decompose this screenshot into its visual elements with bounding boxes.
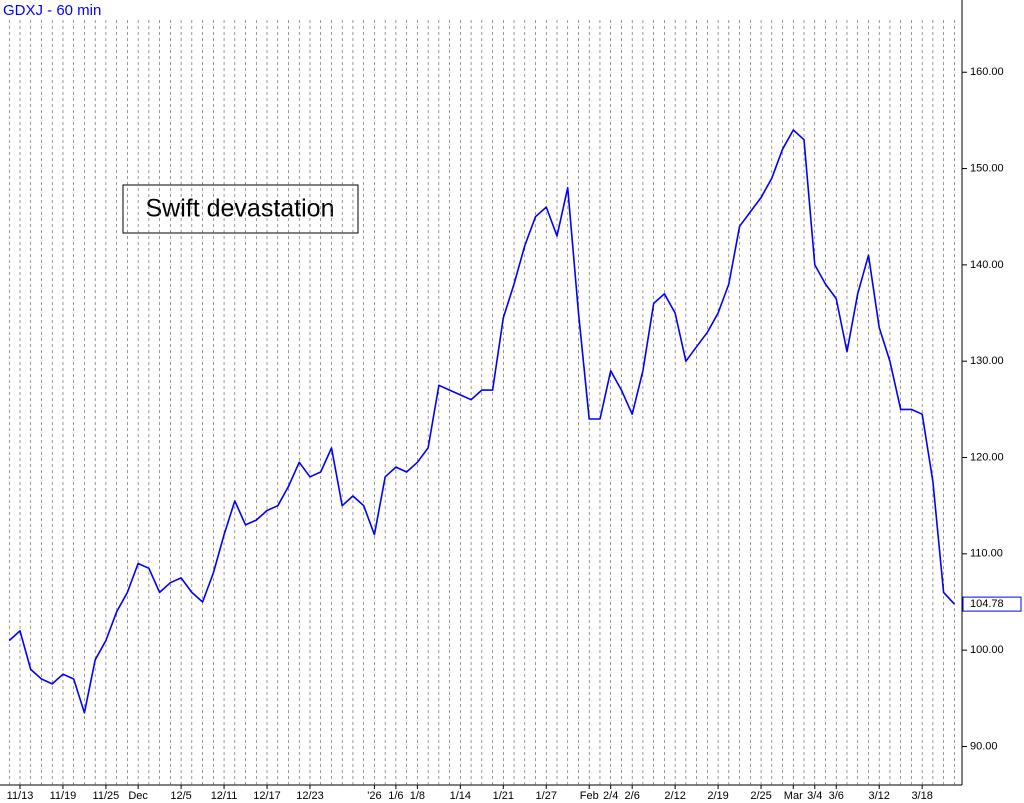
x-tick-label: 11/25 [93, 790, 120, 802]
y-tick-label: 90.00 [970, 740, 998, 752]
x-tick-label: '26 [367, 790, 381, 802]
x-tick-label: 3/4 [807, 790, 822, 802]
x-tick-label: 3/12 [868, 790, 889, 802]
x-tick-label: Dec [128, 790, 148, 802]
price-line [8, 129, 955, 714]
x-tick-label: Feb [580, 790, 599, 802]
y-tick-label: 120.00 [970, 451, 1004, 463]
x-tick-label: 2/12 [664, 790, 685, 802]
x-tick-label: 2/6 [625, 790, 640, 802]
x-tick-label: 1/8 [410, 790, 425, 802]
x-tick-label: Mar [784, 790, 803, 802]
x-tick-label: 12/11 [211, 790, 238, 802]
x-tick-label: 1/6 [388, 790, 403, 802]
y-tick-label: 140.00 [970, 259, 1004, 271]
last-price-label: 104.78 [970, 598, 1004, 610]
x-tick-label: 11/19 [50, 790, 77, 802]
x-tick-label: 3/18 [911, 790, 932, 802]
x-tick-label: 12/5 [170, 790, 191, 802]
x-tick-label: 12/17 [253, 790, 281, 802]
y-tick-label: 160.00 [970, 66, 1004, 78]
y-tick-label: 100.00 [970, 644, 1004, 656]
x-tick-label: 1/27 [536, 790, 557, 802]
last-price-box [962, 596, 1022, 612]
x-tick-label: 2/4 [603, 790, 618, 802]
x-tick-label: 2/19 [707, 790, 728, 802]
x-tick-label: 11/13 [7, 790, 34, 802]
x-tick-label: 2/25 [750, 790, 771, 802]
annotation-box [122, 184, 359, 234]
annotation: Swift devastation [146, 195, 335, 223]
chart-title: GDXJ - 60 min [3, 2, 101, 19]
x-tick-label: 1/14 [450, 790, 471, 802]
y-tick-label: 110.00 [970, 548, 1003, 560]
x-tick-label: 3/6 [829, 790, 844, 802]
x-tick-label: 12/23 [296, 790, 324, 802]
y-tick-label: 130.00 [970, 355, 1004, 367]
x-tick-label: 1/21 [493, 790, 514, 802]
y-tick-label: 150.00 [970, 162, 1004, 174]
